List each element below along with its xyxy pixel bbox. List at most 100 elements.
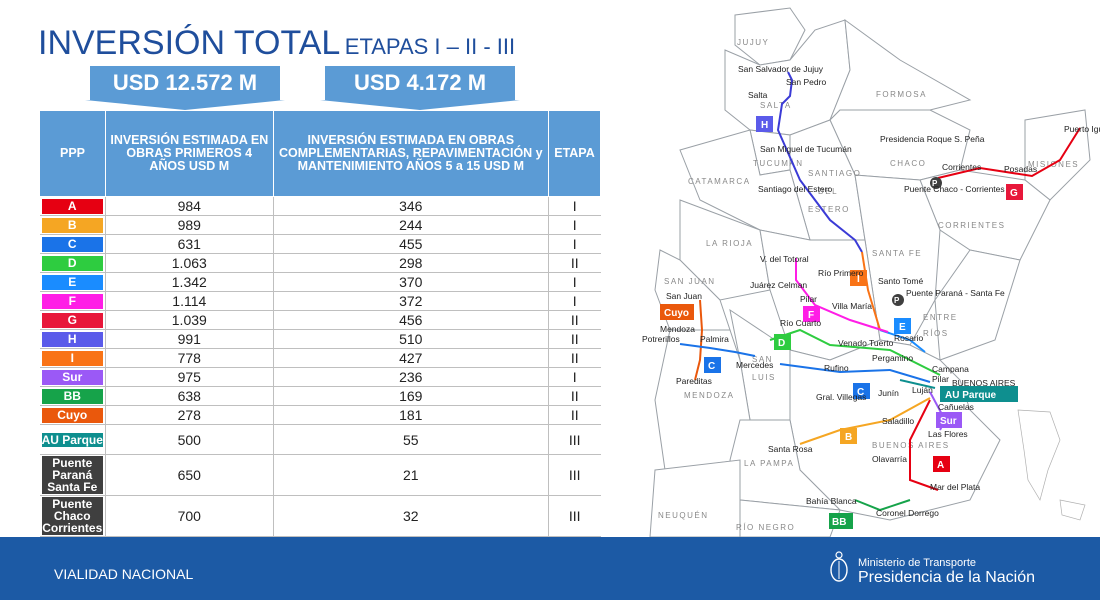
ppp-badge: A (41, 198, 103, 214)
route-tag-e (894, 318, 911, 334)
city-label: San Salvador de Jujuy (738, 64, 824, 74)
inset-islands (1059, 499, 1086, 521)
cell-complementarias: 244 (272, 215, 549, 235)
cell-etapa: II (548, 348, 601, 368)
city-label: Las Flores (928, 429, 968, 439)
city-label: Pilar (800, 294, 817, 304)
route-cuyo (694, 299, 704, 381)
cell-complementarias: 236 (272, 367, 549, 387)
route-h (776, 71, 863, 253)
ppp-badge: C (41, 236, 103, 252)
city-label: San Juan (666, 291, 702, 301)
prov-label: RÍOS (923, 329, 949, 338)
prov-label: RÍO NEGRO (736, 523, 795, 532)
province-misiones (1024, 109, 1091, 201)
city-label: Potrerillos (642, 334, 680, 344)
route-tag-c-west-text: C (708, 361, 715, 372)
table-row: BB 638 169 II (39, 386, 601, 406)
city-label: San Miguel de Tucumán (760, 144, 852, 154)
cell-ppp: Puente Chaco Corrientes (39, 495, 106, 537)
cell-obras: 638 (104, 386, 274, 406)
cell-ppp: H (39, 329, 106, 349)
city-label: Campana (932, 364, 969, 374)
route-i (861, 251, 881, 331)
city-label: Pareditas (676, 376, 712, 386)
cell-complementarias: 455 (272, 234, 549, 254)
city-label: Río Primero (818, 268, 864, 278)
cell-complementarias: 372 (272, 291, 549, 311)
route-tag-h (756, 116, 773, 132)
cell-obras: 1.342 (104, 272, 274, 292)
city-label: Luján (912, 385, 933, 395)
ppp-badge: AU Parque (41, 432, 103, 447)
city-label: Presidencia Roque S. Peña (880, 134, 985, 144)
table-row: H 991 510 II (39, 329, 601, 349)
cell-ppp: B (39, 215, 106, 235)
route-d (769, 328, 941, 376)
total-complementarias: USD 4.172 M (325, 66, 515, 100)
route-tag-cuyo (660, 304, 694, 320)
route-tag-a-text: A (937, 460, 944, 471)
cell-etapa: I (548, 196, 601, 216)
cell-obras: 1.039 (104, 310, 274, 330)
route-a (909, 399, 939, 491)
city-label: Puerto Iguazú (1064, 124, 1100, 134)
cell-complementarias: 427 (272, 348, 549, 368)
route-tag-d-text: D (778, 338, 785, 349)
city-label: Cañuelas (938, 402, 974, 412)
province-shapes (649, 7, 1091, 537)
prov-label: SAN JUAN (664, 277, 716, 286)
cell-obras: 989 (104, 215, 274, 235)
city-label: Coronel Dorrego (876, 508, 939, 518)
route-tag-au-parque (940, 386, 1018, 402)
ppp-badge: G (41, 312, 103, 328)
province-la-rioja (679, 199, 771, 301)
city-label: BUENOS AIRES (952, 378, 1016, 388)
city-label: Juárez Celman (750, 280, 807, 290)
route-c-west (679, 343, 756, 357)
table-body: A 984 346 I B 989 244 I C 631 455 I D 1.063 298 II E 1.34… (39, 196, 601, 537)
table-row: D 1.063 298 II (39, 253, 601, 273)
cell-etapa: III (548, 454, 601, 496)
cell-etapa: III (548, 495, 601, 537)
prov-label: ESTERO (808, 205, 850, 214)
ppp-badge: Sur (41, 369, 103, 385)
route-tag-f (803, 306, 820, 322)
city-label: Pergamino (872, 353, 913, 363)
city-label: Corrientes (942, 162, 981, 172)
city-label: Rosario (894, 333, 924, 343)
route-g (937, 127, 1081, 179)
cell-ppp: E (39, 272, 106, 292)
route-f (795, 258, 889, 333)
route-tag-cuyo-text: Cuyo (664, 308, 689, 319)
cell-obras: 975 (104, 367, 274, 387)
city-label: Santiago del Estero (758, 184, 832, 194)
bridge-chaco-marker (930, 177, 942, 189)
argentina-map: JUJUY SALTA FORMOSA MISIONES CHACO TUCUM… (642, 7, 1100, 537)
route-tag-c-east (853, 383, 870, 399)
route-tag-i-text: I (857, 274, 860, 285)
prov-label: SAN (752, 355, 773, 364)
cell-complementarias: 346 (272, 196, 549, 216)
city-label: Mar del Plata (930, 482, 980, 492)
table-row: G 1.039 456 II (39, 310, 601, 330)
route-e (879, 329, 926, 353)
cell-ppp: AU Parque (39, 424, 106, 455)
route-tag-h-text: H (761, 120, 768, 131)
route-b (799, 397, 931, 445)
city-label: Rufino (824, 363, 849, 373)
cell-etapa: I (548, 272, 601, 292)
table-row: B 989 244 I (39, 215, 601, 235)
total-complementarias-arrow (320, 100, 520, 110)
cell-ppp: Sur (39, 367, 106, 387)
route-labels: H I G E F D Cuyo C C AU Parque Sur B A B… (660, 116, 1023, 529)
cell-etapa: I (548, 291, 601, 311)
route-tag-g (1006, 184, 1023, 200)
route-tag-a (933, 456, 950, 472)
prov-label: JUJUY (737, 38, 769, 47)
cell-etapa: II (548, 329, 601, 349)
city-label: Bahía Blanca (806, 496, 857, 506)
route-tag-sur (936, 412, 962, 428)
cell-ppp: F (39, 291, 106, 311)
route-tag-b-text: B (845, 432, 852, 443)
